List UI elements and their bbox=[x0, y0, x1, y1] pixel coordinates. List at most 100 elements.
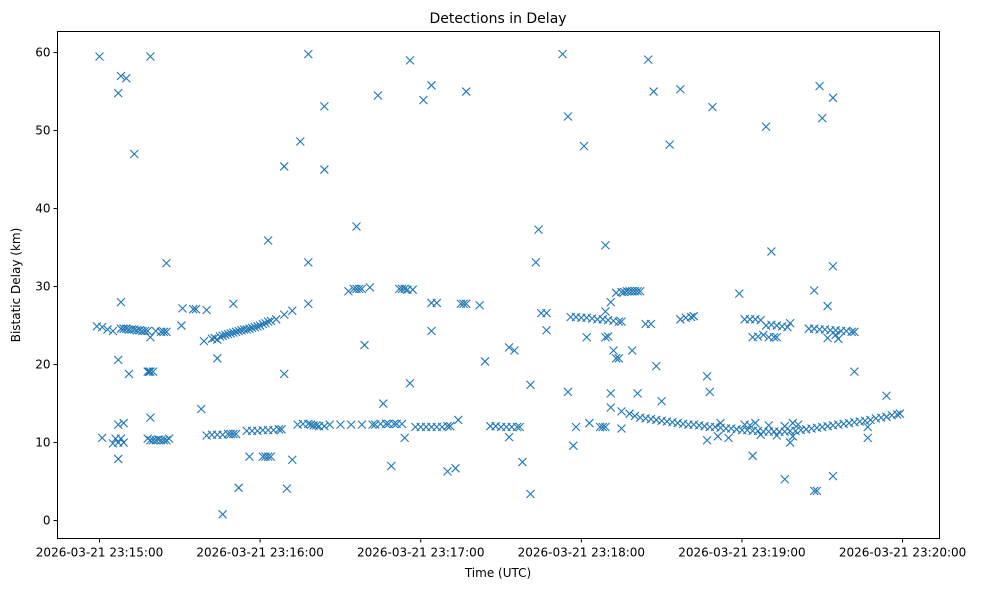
data-point bbox=[571, 422, 581, 432]
data-point bbox=[785, 438, 795, 447]
data-point bbox=[753, 332, 763, 341]
data-point bbox=[764, 421, 774, 430]
data-point bbox=[113, 420, 123, 430]
x-axis-ticks: 2026-03-21 23:15:00 2026-03-21 23:16:00 20… bbox=[36, 538, 966, 560]
data-point bbox=[563, 112, 573, 121]
data-point bbox=[686, 312, 696, 322]
data-point bbox=[245, 324, 254, 334]
data-point bbox=[352, 222, 361, 231]
data-point bbox=[866, 415, 875, 425]
data-point bbox=[601, 422, 610, 432]
data-point bbox=[584, 418, 594, 428]
data-point bbox=[212, 353, 222, 363]
data-point bbox=[116, 71, 126, 81]
data-point bbox=[419, 95, 428, 105]
data-point bbox=[793, 420, 803, 430]
data-point bbox=[400, 433, 410, 443]
data-point bbox=[124, 369, 134, 379]
data-point bbox=[405, 378, 415, 388]
data-point bbox=[145, 413, 155, 422]
data-point bbox=[218, 331, 228, 341]
data-point bbox=[218, 509, 228, 519]
data-point bbox=[397, 419, 407, 429]
data-point bbox=[705, 387, 715, 397]
data-point bbox=[614, 353, 624, 363]
data-point bbox=[223, 329, 233, 339]
data-point bbox=[809, 286, 819, 295]
y-tick-label: 50 bbox=[35, 124, 50, 138]
data-point bbox=[405, 55, 415, 65]
data-point bbox=[295, 137, 305, 146]
data-point bbox=[145, 367, 155, 376]
data-point bbox=[234, 326, 244, 336]
data-point bbox=[767, 247, 776, 256]
data-point bbox=[336, 420, 345, 430]
data-point bbox=[504, 432, 514, 442]
data-point bbox=[657, 396, 667, 406]
data-point bbox=[504, 343, 514, 352]
data-point bbox=[563, 387, 573, 397]
data-point bbox=[303, 419, 313, 429]
data-point bbox=[191, 304, 201, 314]
data-point bbox=[769, 332, 779, 342]
data-point bbox=[202, 305, 211, 315]
data-point bbox=[400, 284, 410, 294]
data-point bbox=[242, 325, 252, 334]
data-point bbox=[828, 93, 838, 103]
data-point bbox=[558, 49, 567, 59]
data-point bbox=[144, 367, 154, 376]
data-point bbox=[108, 326, 118, 336]
x-tick-label: 2026-03-21 23:19:00 bbox=[678, 546, 805, 560]
data-point bbox=[445, 421, 455, 431]
data-point bbox=[633, 286, 642, 296]
data-point bbox=[675, 84, 685, 94]
data-point bbox=[758, 330, 768, 340]
data-point bbox=[750, 418, 760, 428]
data-point bbox=[162, 327, 171, 337]
data-point bbox=[601, 307, 610, 316]
data-point bbox=[761, 122, 771, 132]
data-point bbox=[145, 332, 155, 342]
data-point bbox=[702, 371, 712, 381]
data-point bbox=[140, 326, 150, 336]
data-point bbox=[226, 328, 236, 338]
data-point bbox=[303, 257, 313, 267]
data-point bbox=[702, 435, 712, 445]
data-point bbox=[745, 421, 755, 430]
data-point bbox=[177, 321, 186, 330]
data-point bbox=[210, 333, 220, 343]
data-point bbox=[510, 346, 519, 355]
data-point bbox=[542, 308, 551, 318]
data-point bbox=[823, 333, 832, 343]
data-point bbox=[360, 340, 369, 350]
data-point bbox=[119, 438, 129, 447]
data-point bbox=[847, 327, 857, 337]
data-point bbox=[461, 87, 471, 96]
data-point bbox=[148, 367, 158, 376]
data-point bbox=[582, 332, 592, 342]
plot-frame bbox=[57, 31, 940, 539]
data-point bbox=[809, 486, 819, 496]
data-point bbox=[277, 424, 286, 434]
data-point bbox=[228, 328, 238, 337]
chart-title: Detections in Delay bbox=[429, 11, 566, 27]
data-point bbox=[665, 140, 675, 149]
data-point bbox=[812, 486, 822, 496]
data-point bbox=[282, 484, 292, 493]
data-point bbox=[319, 421, 329, 431]
data-point bbox=[159, 327, 169, 337]
data-point bbox=[518, 457, 527, 467]
y-tick-label: 10 bbox=[35, 436, 50, 450]
data-point bbox=[432, 298, 442, 308]
data-point bbox=[649, 87, 659, 96]
data-point bbox=[780, 421, 790, 431]
data-point bbox=[603, 332, 613, 341]
data-point bbox=[475, 300, 485, 310]
data-point bbox=[748, 451, 758, 461]
data-point bbox=[892, 410, 902, 419]
y-tick-label: 30 bbox=[35, 280, 50, 294]
data-point bbox=[143, 434, 153, 444]
data-point bbox=[116, 297, 126, 307]
data-point bbox=[783, 322, 792, 332]
data-point bbox=[234, 483, 244, 493]
